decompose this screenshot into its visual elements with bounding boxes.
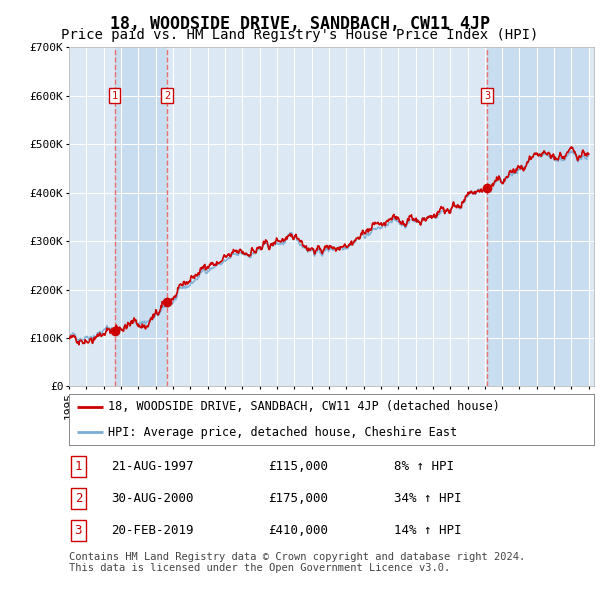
Text: 30-AUG-2000: 30-AUG-2000 <box>111 492 193 505</box>
Text: 34% ↑ HPI: 34% ↑ HPI <box>395 492 462 505</box>
Text: 1: 1 <box>112 91 118 101</box>
Text: 2: 2 <box>164 91 170 101</box>
Text: 2: 2 <box>75 492 82 505</box>
Text: 18, WOODSIDE DRIVE, SANDBACH, CW11 4JP (detached house): 18, WOODSIDE DRIVE, SANDBACH, CW11 4JP (… <box>109 400 500 413</box>
Text: £410,000: £410,000 <box>269 524 329 537</box>
Text: Contains HM Land Registry data © Crown copyright and database right 2024.
This d: Contains HM Land Registry data © Crown c… <box>69 552 525 573</box>
Text: 3: 3 <box>75 524 82 537</box>
Text: £115,000: £115,000 <box>269 460 329 473</box>
Text: 18, WOODSIDE DRIVE, SANDBACH, CW11 4JP: 18, WOODSIDE DRIVE, SANDBACH, CW11 4JP <box>110 15 490 33</box>
Text: 8% ↑ HPI: 8% ↑ HPI <box>395 460 455 473</box>
Text: 1: 1 <box>75 460 82 473</box>
Text: 14% ↑ HPI: 14% ↑ HPI <box>395 524 462 537</box>
Text: HPI: Average price, detached house, Cheshire East: HPI: Average price, detached house, Ches… <box>109 426 458 439</box>
Text: 21-AUG-1997: 21-AUG-1997 <box>111 460 193 473</box>
Bar <box>487 47 589 386</box>
Text: 3: 3 <box>484 91 490 101</box>
Text: £175,000: £175,000 <box>269 492 329 505</box>
Text: 20-FEB-2019: 20-FEB-2019 <box>111 524 193 537</box>
Bar <box>115 47 167 386</box>
Text: Price paid vs. HM Land Registry's House Price Index (HPI): Price paid vs. HM Land Registry's House … <box>61 28 539 42</box>
